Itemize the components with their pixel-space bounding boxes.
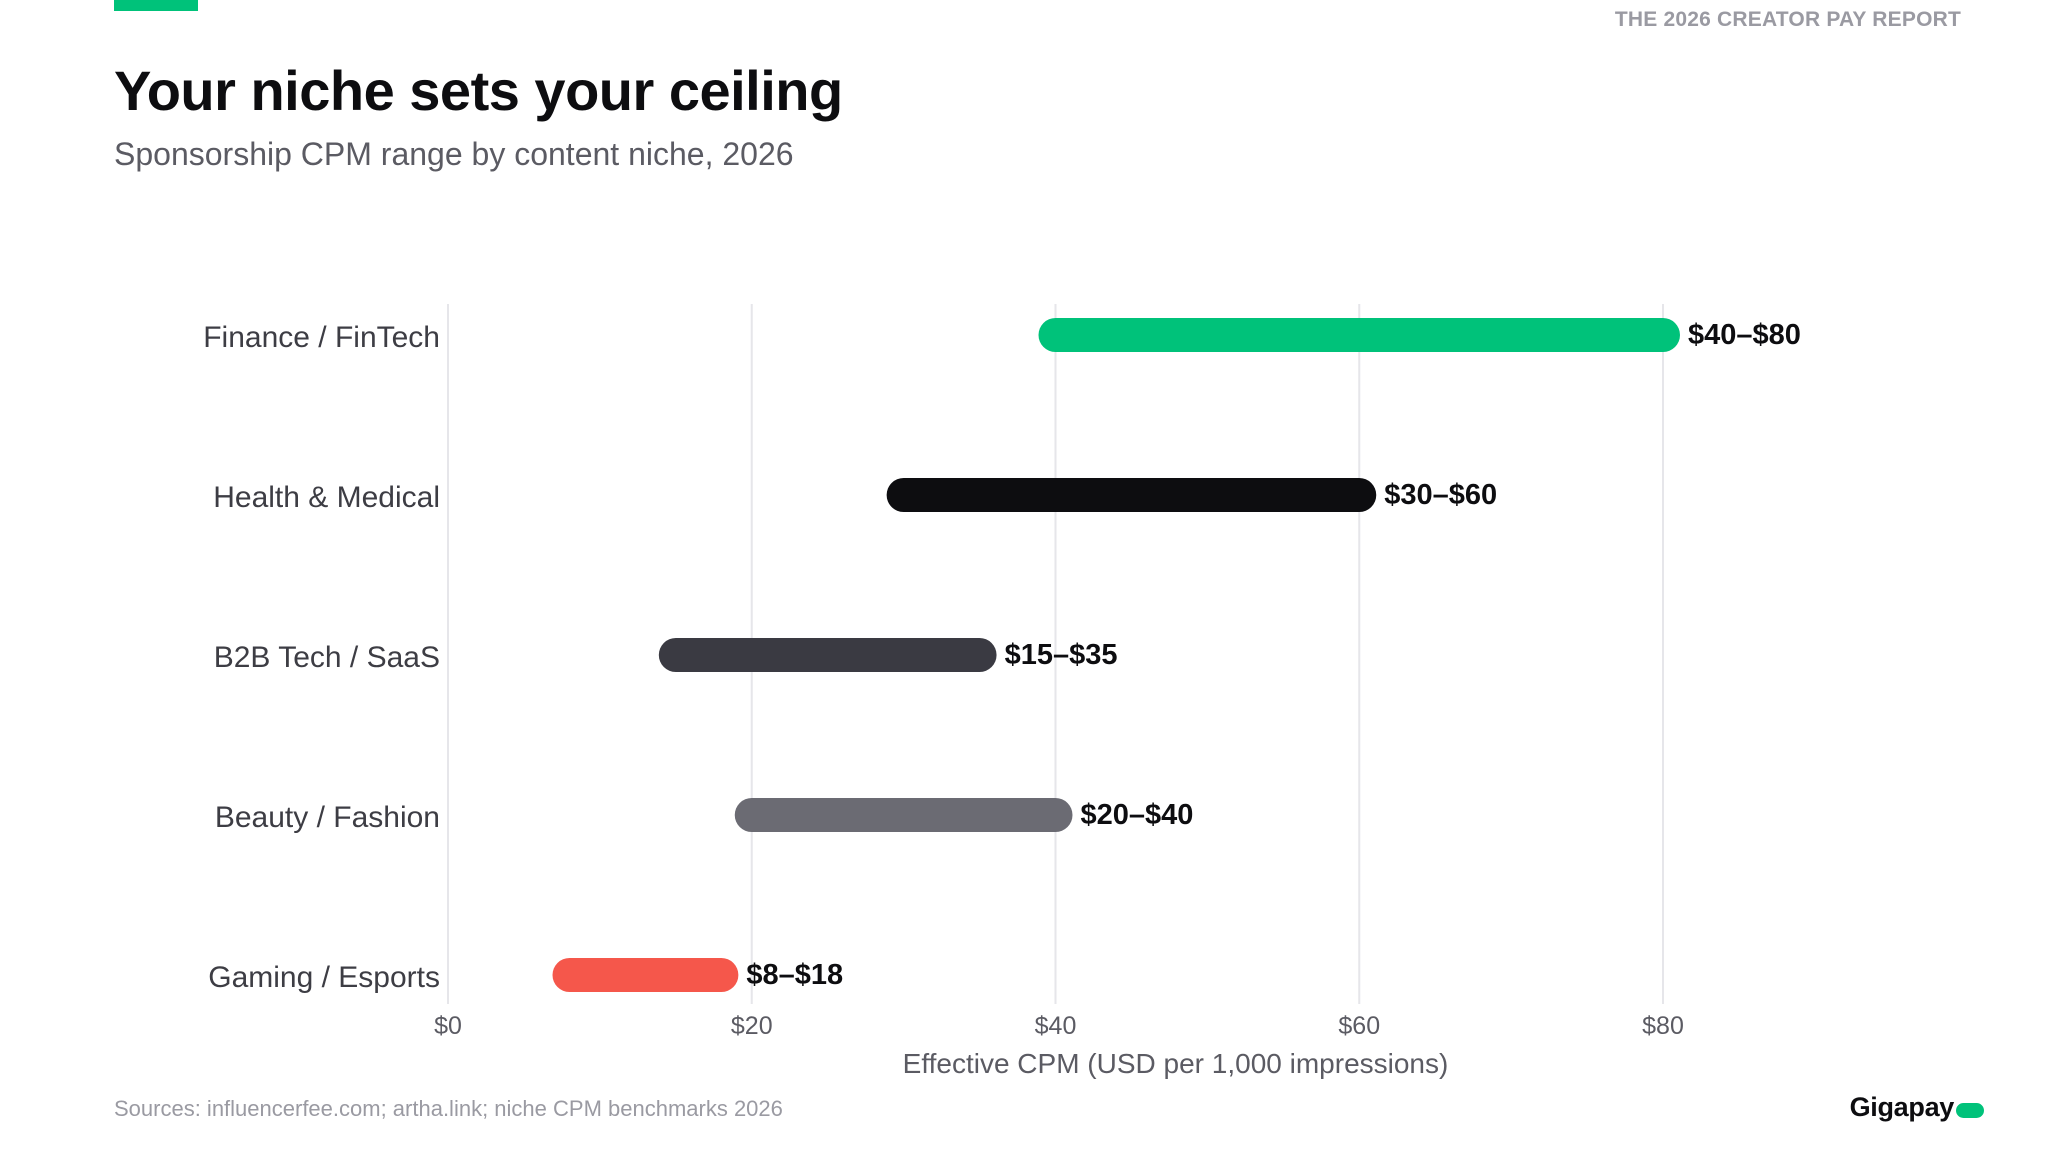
brand-dot-icon — [1956, 1103, 1984, 1118]
brand-logo: Gigapay — [1850, 1092, 1984, 1123]
x-axis-title: Effective CPM (USD per 1,000 impressions… — [903, 1048, 1449, 1079]
brand-name: Gigapay — [1849, 1092, 1955, 1122]
report-kicker: THE 2026 CREATOR PAY REPORT — [1614, 8, 1961, 31]
range-label: $20–$40 — [1081, 799, 1194, 831]
x-tick-label: $20 — [731, 1012, 773, 1040]
category-label: Gaming / Esports — [208, 961, 440, 994]
grid-lines — [447, 304, 1664, 1004]
range-label: $40–$80 — [1688, 319, 1801, 351]
range-label: $30–$60 — [1384, 479, 1497, 511]
category-label: Health & Medical — [213, 481, 440, 514]
range-labels: $40–$80 $30–$60 $15–$35 $20–$40 $8–$18 — [746, 319, 1801, 991]
category-label: Finance / FinTech — [203, 321, 440, 354]
x-tick-label: $80 — [1642, 1012, 1684, 1040]
x-tick-label: $60 — [1338, 1012, 1380, 1040]
range-bars — [552, 318, 1680, 992]
category-labels: Finance / FinTech Health & Medical B2B Tec… — [203, 321, 440, 994]
x-tick-label: $0 — [434, 1012, 462, 1040]
range-label: $15–$35 — [1005, 639, 1118, 671]
chart-title: Your niche sets your ceiling — [114, 59, 843, 122]
category-label: B2B Tech / SaaS — [214, 641, 440, 674]
category-label: Beauty / Fashion — [215, 801, 440, 834]
chart-subtitle: Sponsorship CPM range by content niche, … — [114, 136, 794, 172]
source-note: Sources: influencerfee.com; artha.link; … — [114, 1096, 783, 1121]
range-label: $8–$18 — [746, 959, 843, 991]
x-tick-labels: $0 $20 $40 $60 $80 — [434, 1012, 1684, 1040]
accent-bar — [114, 0, 198, 11]
x-tick-label: $40 — [1035, 1012, 1077, 1040]
